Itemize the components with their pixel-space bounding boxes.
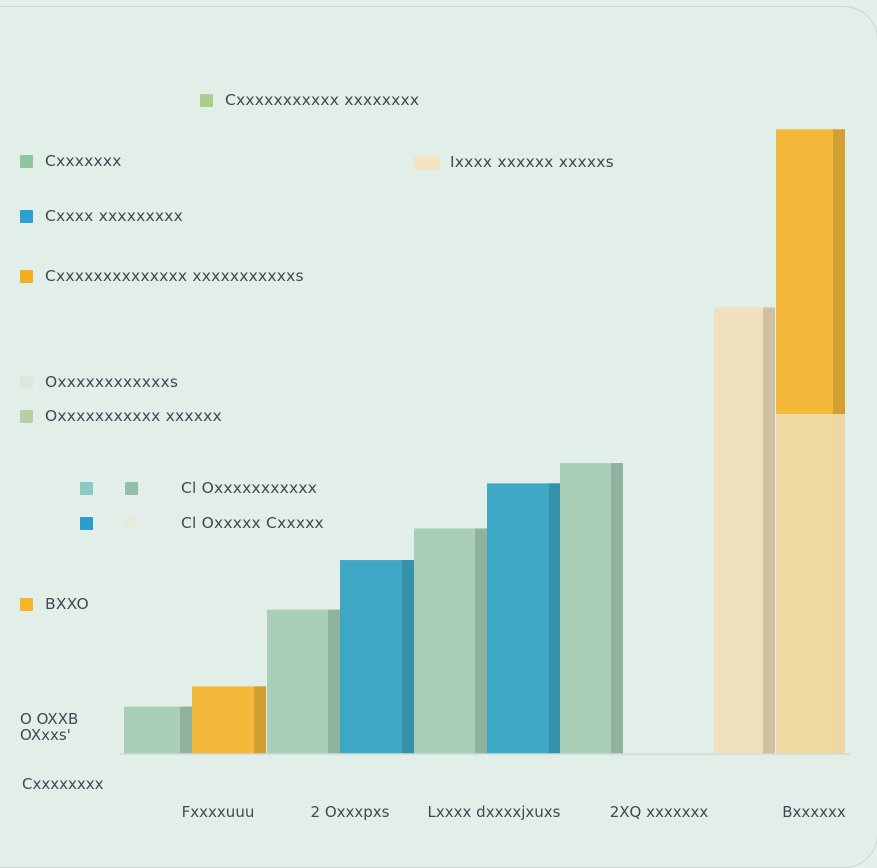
bar-2-0 xyxy=(414,528,487,754)
bar-edge-4-3 xyxy=(763,307,775,754)
x-tick-label-2: Lxxxx dxxxxjxuxs xyxy=(428,803,561,821)
bar-1-0 xyxy=(267,609,340,754)
bar-edge-0-1 xyxy=(254,686,266,754)
bar-edge-0-0 xyxy=(180,706,192,754)
bar-edge-2-2 xyxy=(549,483,561,754)
bar-2-2 xyxy=(487,483,561,754)
bar-chart: O OXXB OXxxs' Cxxxxxxxx Fxxxxuuu 2 Oxxxpx… xyxy=(20,129,850,821)
bar-edge-1-0 xyxy=(328,609,340,754)
x-tick-label-3: 2XQ xxxxxxx xyxy=(610,803,709,821)
bar-0-1 xyxy=(192,686,266,754)
y-tick-label-bottom: OXxxs' xyxy=(20,726,71,744)
x-axis-title: Cxxxxxxxx xyxy=(22,775,104,793)
x-tick-labels: Fxxxxuuu 2 Oxxxpxs Lxxxx dxxxxjxuxs 2XQ xxx… xyxy=(182,803,846,821)
bar-fade-overlay xyxy=(776,414,845,754)
x-tick-label-4: Bxxxxxx xyxy=(782,803,846,821)
x-tick-label-0: Fxxxxuuu xyxy=(182,803,255,821)
bars-layer xyxy=(124,129,845,754)
bar-1-2 xyxy=(340,560,414,754)
bar-edge-2-0 xyxy=(475,528,487,754)
bar-edge-3-0 xyxy=(611,463,623,754)
y-tick-label-top: O OXXB xyxy=(20,710,78,728)
x-tick-label-1: 2 Oxxxpxs xyxy=(311,803,390,821)
bar-edge-1-2 xyxy=(402,560,414,754)
